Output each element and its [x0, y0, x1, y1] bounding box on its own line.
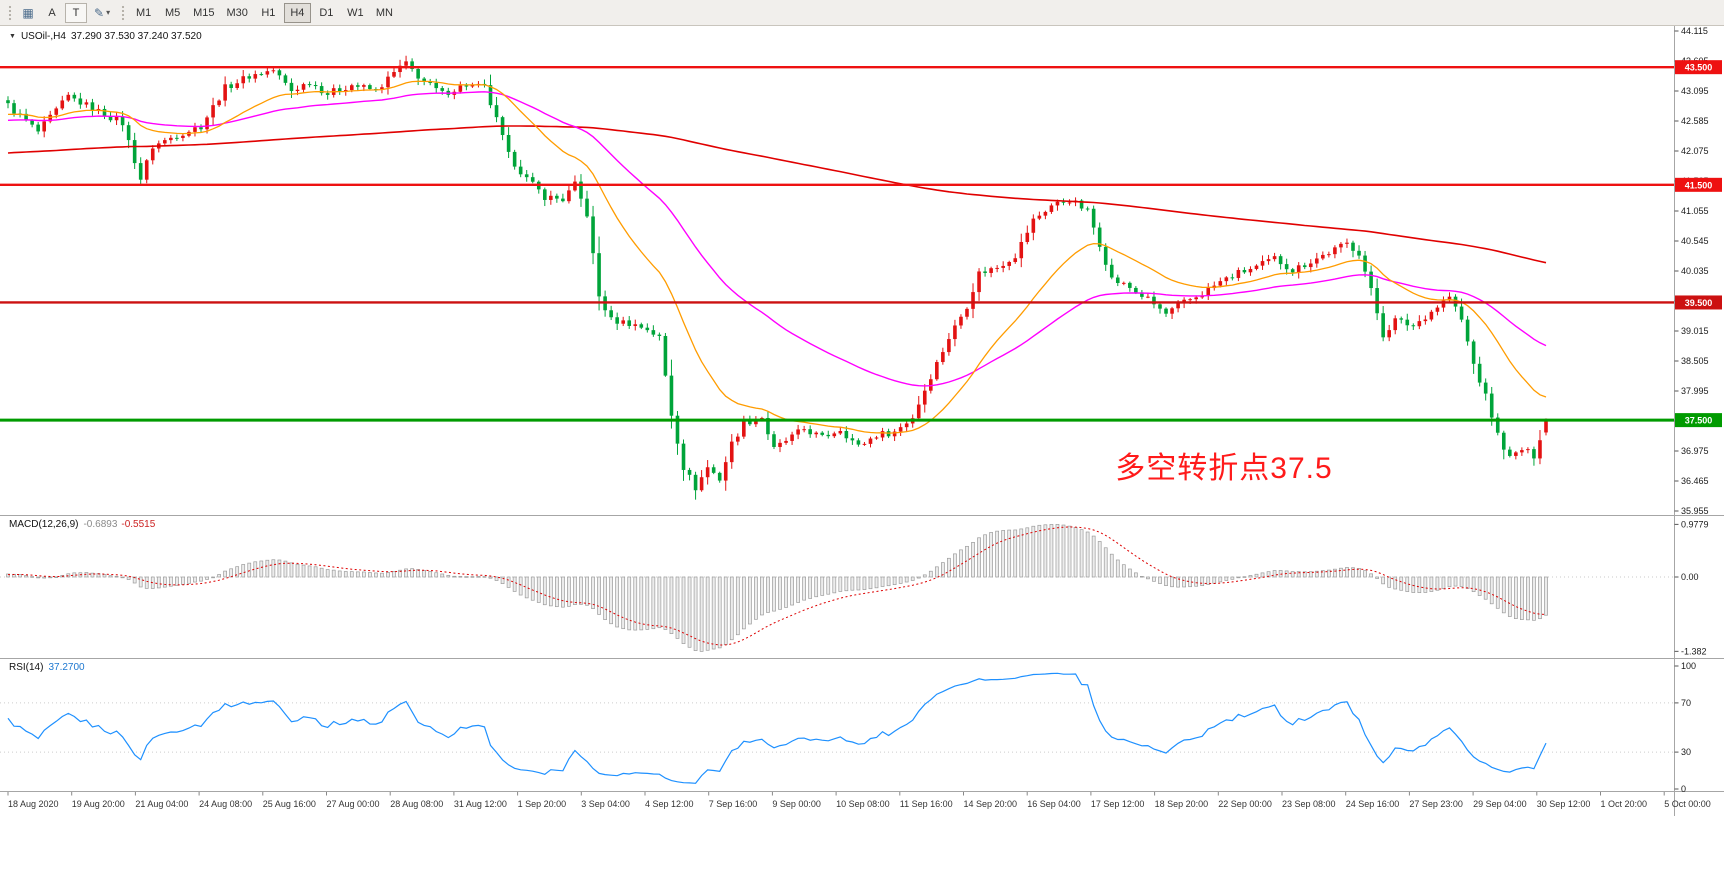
svg-text:1 Sep 20:00: 1 Sep 20:00: [518, 799, 567, 809]
chart-symbol-timeframe: USOil-,H4: [20, 31, 66, 42]
svg-text:44.115: 44.115: [1681, 26, 1708, 36]
timeframe-m5-button[interactable]: M5: [164, 6, 181, 19]
svg-text:18 Aug 2020: 18 Aug 2020: [8, 799, 59, 809]
horizontal-levels: 43.500 41.500 39.500 37.500: [0, 60, 1722, 428]
chart-grid-button[interactable]: ▦: [17, 3, 39, 23]
chart-grid-icon: ▦: [22, 5, 34, 20]
svg-text:24 Sep 16:00: 24 Sep 16:00: [1346, 799, 1400, 809]
chart-ohlc-values: 37.290 37.530 37.240 37.520: [70, 31, 202, 42]
svg-text:30: 30: [1681, 747, 1691, 757]
svg-text:42.585: 42.585: [1681, 116, 1709, 126]
svg-text:36.465: 36.465: [1681, 476, 1709, 486]
macd-name: MACD(12,26,9): [9, 519, 79, 530]
timeframe-mn-button[interactable]: MN: [375, 6, 393, 19]
svg-text:100: 100: [1681, 661, 1696, 671]
svg-text:7 Sep 16:00: 7 Sep 16:00: [709, 799, 758, 809]
chart-title: ▼ USOil-,H4 37.290 37.530 37.240 37.520: [9, 31, 202, 42]
svg-text:35.955: 35.955: [1681, 506, 1709, 516]
macd-axis: 0.9779 0.00 -1.382: [1674, 519, 1709, 656]
chevron-down-icon: ▾: [106, 8, 111, 17]
svg-text:41.500: 41.500: [1685, 180, 1713, 190]
svg-text:16 Sep 04:00: 16 Sep 04:00: [1027, 799, 1081, 809]
svg-text:5 Oct 00:00: 5 Oct 00:00: [1664, 799, 1711, 809]
svg-text:1 Oct 20:00: 1 Oct 20:00: [1601, 799, 1648, 809]
svg-text:40.545: 40.545: [1681, 236, 1709, 246]
svg-text:42.075: 42.075: [1681, 146, 1709, 156]
svg-text:27 Sep 23:00: 27 Sep 23:00: [1409, 799, 1463, 809]
svg-text:9 Sep 00:00: 9 Sep 00:00: [772, 799, 821, 809]
svg-text:18 Sep 20:00: 18 Sep 20:00: [1155, 799, 1209, 809]
rsi-panel: 100 70 30 0: [0, 661, 1696, 794]
candles-layer: [6, 55, 1548, 500]
timeframe-h1-button[interactable]: H1: [261, 6, 276, 19]
chart-canvas[interactable]: 44.11543.60543.09542.58542.07541.56541.0…: [0, 26, 1724, 816]
svg-text:70: 70: [1681, 698, 1691, 708]
macd-hist-value: -0.6893: [83, 519, 118, 530]
svg-text:14 Sep 20:00: 14 Sep 20:00: [964, 799, 1018, 809]
rsi-indicator-label: RSI(14) 37.2700: [9, 662, 85, 673]
rsi-value: 37.2700: [48, 662, 85, 673]
svg-text:37.500: 37.500: [1685, 416, 1713, 426]
svg-text:29 Sep 04:00: 29 Sep 04:00: [1473, 799, 1527, 809]
timeframe-w1-button[interactable]: W1: [347, 6, 364, 19]
svg-text:0: 0: [1681, 784, 1686, 794]
macd-panel: [0, 524, 1674, 652]
svg-text:27 Aug 00:00: 27 Aug 00:00: [327, 799, 380, 809]
svg-text:11 Sep 16:00: 11 Sep 16:00: [900, 799, 953, 809]
svg-text:19 Aug 20:00: 19 Aug 20:00: [72, 799, 125, 809]
pencil-icon: ✎: [94, 5, 105, 20]
timeframe-d1-button[interactable]: D1: [319, 6, 334, 19]
svg-text:38.505: 38.505: [1681, 356, 1709, 366]
svg-text:41.055: 41.055: [1681, 206, 1709, 216]
macd-indicator-label: MACD(12,26,9) -0.6893 -0.5515: [9, 519, 155, 530]
svg-text:36.975: 36.975: [1681, 446, 1709, 456]
macd-signal-value: -0.5515: [121, 519, 156, 530]
svg-text:43.095: 43.095: [1681, 86, 1709, 96]
drawing-tool-dropdown[interactable]: ✎ ▾: [89, 3, 115, 23]
svg-text:28 Aug 08:00: 28 Aug 08:00: [390, 799, 443, 809]
timeframe-h4-button[interactable]: H4: [283, 2, 311, 23]
svg-text:43.500: 43.500: [1685, 63, 1713, 73]
svg-text:0.9779: 0.9779: [1681, 519, 1709, 529]
svg-text:40.035: 40.035: [1681, 266, 1709, 276]
toolbar-drag-handle-2[interactable]: [120, 3, 126, 22]
svg-text:3 Sep 04:00: 3 Sep 04:00: [581, 799, 630, 809]
collapse-triangle-icon: ▼: [9, 33, 16, 40]
toolbar-drag-handle[interactable]: [7, 3, 12, 22]
main-toolbar: ▦ A T ✎ ▾ M1 M5 M15 M30 H1 H4 D1 W1 MN: [0, 0, 1724, 26]
svg-text:30 Sep 12:00: 30 Sep 12:00: [1537, 799, 1591, 809]
svg-text:37.995: 37.995: [1681, 386, 1709, 396]
svg-text:17 Sep 12:00: 17 Sep 12:00: [1091, 799, 1145, 809]
svg-text:-1.382: -1.382: [1681, 646, 1707, 656]
moving-averages: [7, 80, 1547, 434]
timeframe-m1-button[interactable]: M1: [135, 6, 152, 19]
svg-text:25 Aug 16:00: 25 Aug 16:00: [263, 799, 316, 809]
svg-text:10 Sep 08:00: 10 Sep 08:00: [836, 799, 890, 809]
svg-text:22 Sep 00:00: 22 Sep 00:00: [1218, 799, 1272, 809]
svg-text:0.00: 0.00: [1681, 572, 1699, 582]
timeframe-m30-button[interactable]: M30: [226, 6, 248, 19]
svg-text:31 Aug 12:00: 31 Aug 12:00: [454, 799, 507, 809]
svg-text:39.500: 39.500: [1685, 298, 1713, 308]
price-axis: 44.11543.60543.09542.58542.07541.56541.0…: [1674, 26, 1709, 516]
svg-text:24 Aug 08:00: 24 Aug 08:00: [199, 799, 252, 809]
svg-text:23 Sep 08:00: 23 Sep 08:00: [1282, 799, 1336, 809]
svg-text:39.015: 39.015: [1681, 326, 1709, 336]
rsi-name: RSI(14): [9, 662, 44, 673]
svg-text:4 Sep 12:00: 4 Sep 12:00: [645, 799, 694, 809]
annotate-a-button[interactable]: A: [48, 6, 56, 19]
time-axis: 18 Aug 2020 19 Aug 20:00 21 Aug 04:00 24 Au…: [7, 792, 1711, 809]
panel-separators: [0, 26, 1724, 816]
text-tool-button[interactable]: T: [65, 2, 87, 23]
timeframe-m15-button[interactable]: M15: [193, 6, 215, 19]
svg-text:21 Aug 04:00: 21 Aug 04:00: [135, 799, 188, 809]
